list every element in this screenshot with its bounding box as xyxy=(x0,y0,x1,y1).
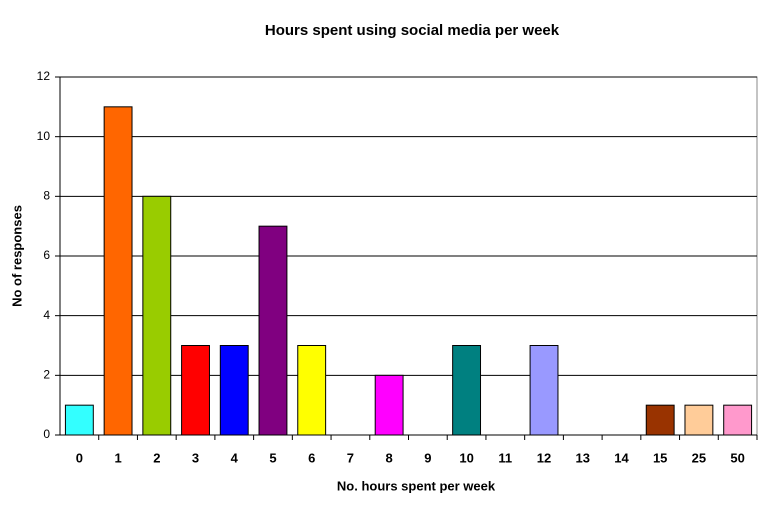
y-tick-label: 8 xyxy=(43,189,50,203)
x-axis-label: No. hours spent per week xyxy=(337,478,496,493)
bar xyxy=(219,345,249,436)
x-tick-label: 7 xyxy=(347,450,354,465)
x-tick-label: 4 xyxy=(231,450,239,465)
x-tick-label: 11 xyxy=(498,450,512,465)
x-tick-label: 9 xyxy=(424,450,431,465)
y-tick-label: 12 xyxy=(37,69,51,83)
y-tick-label: 2 xyxy=(43,368,50,382)
y-tick-label: 0 xyxy=(43,427,50,441)
x-tick-label: 10 xyxy=(459,450,473,465)
x-tick-label: 2 xyxy=(153,450,160,465)
bar xyxy=(142,195,172,436)
bar xyxy=(103,106,133,436)
x-tick-label: 6 xyxy=(308,450,315,465)
x-tick-label: 8 xyxy=(386,450,393,465)
chart-title: Hours spent using social media per week xyxy=(265,22,560,39)
y-tick-label: 10 xyxy=(37,129,51,143)
bar xyxy=(258,225,288,436)
bar xyxy=(374,374,404,436)
bar xyxy=(64,404,94,436)
x-tick-label: 0 xyxy=(76,450,83,465)
y-tick-label: 6 xyxy=(43,248,50,262)
x-tick-label: 15 xyxy=(653,450,667,465)
x-tick-label: 3 xyxy=(192,450,199,465)
x-tick-label: 12 xyxy=(537,450,551,465)
x-tick-label: 25 xyxy=(692,450,706,465)
bar xyxy=(452,345,482,436)
bar xyxy=(529,345,559,436)
x-tick-label: 1 xyxy=(114,450,121,465)
x-tick-label: 50 xyxy=(730,450,744,465)
bar xyxy=(723,404,753,436)
x-tick-label: 5 xyxy=(269,450,276,465)
x-tick-label: 13 xyxy=(576,450,590,465)
bar xyxy=(181,345,210,436)
bar xyxy=(297,345,327,436)
y-tick-label: 4 xyxy=(43,308,50,322)
x-tick-label: 14 xyxy=(614,450,629,465)
bar xyxy=(645,404,675,436)
y-axis-label: No of responses xyxy=(9,205,24,307)
bar xyxy=(684,404,714,436)
